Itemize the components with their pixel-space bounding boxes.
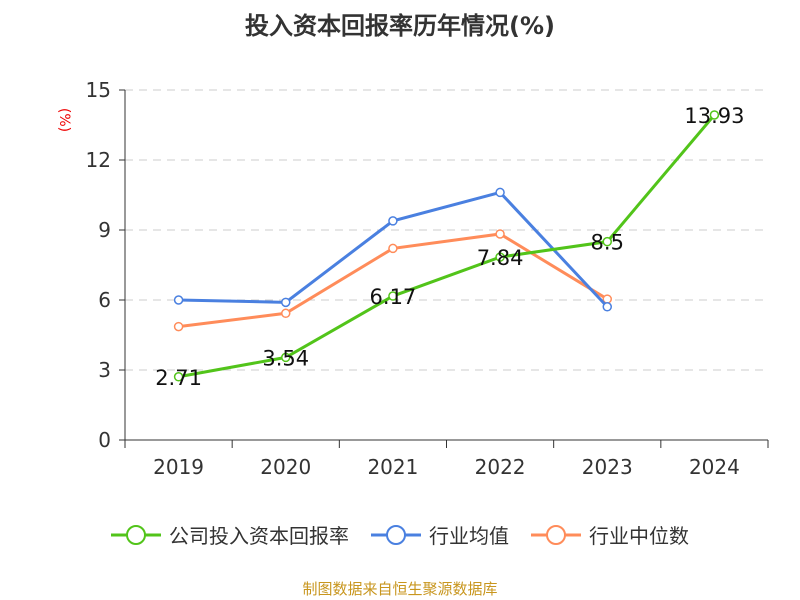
data-label: 13.93 — [684, 104, 744, 128]
data-point — [388, 243, 398, 254]
data-point — [388, 216, 398, 226]
data-point — [388, 291, 398, 301]
data-point — [709, 110, 720, 120]
series-line — [178, 113, 716, 379]
data-point — [495, 252, 505, 262]
y-tick-label: 6 — [98, 288, 111, 312]
y-tick-label: 12 — [86, 148, 111, 172]
x-tick-label: 2019 — [153, 455, 204, 479]
legend-item[interactable]: 公司投入资本回报率 — [111, 520, 349, 549]
data-point — [281, 297, 291, 308]
legend: 公司投入资本回报率 行业均值 行业中位数 — [0, 520, 800, 549]
data-point — [173, 295, 184, 305]
data-label: 8.5 — [591, 231, 624, 255]
chart-title: 投入资本回报率历年情况(%) — [245, 12, 555, 40]
data-point — [281, 352, 291, 363]
x-tick-label: 2021 — [367, 455, 418, 479]
legend-item[interactable]: 行业中位数 — [531, 520, 689, 549]
x-tick-label: 2023 — [582, 455, 633, 479]
legend-item[interactable]: 行业均值 — [371, 520, 509, 549]
y-tick-label: 9 — [98, 218, 111, 242]
y-tick-label: 3 — [98, 358, 111, 382]
y-tick-label: 15 — [86, 78, 111, 102]
legend-marker-icon — [371, 524, 421, 545]
x-tick-label: 2020 — [260, 455, 311, 479]
data-point — [173, 321, 184, 332]
x-tick-label: 2024 — [689, 455, 740, 479]
data-point — [281, 308, 291, 319]
data-label: 2.71 — [155, 366, 202, 390]
data-point — [602, 236, 612, 247]
data-label: 7.84 — [477, 246, 524, 270]
x-tick-label: 2022 — [475, 455, 526, 479]
data-point — [602, 302, 612, 312]
data-label: 3.54 — [262, 346, 309, 370]
y-tick-label: 0 — [98, 428, 111, 452]
legend-label: 公司投入资本回报率 — [169, 524, 349, 548]
data-point — [173, 372, 184, 382]
source-note: 制图数据来自恒生聚源数据库 — [302, 580, 498, 598]
data-point — [495, 187, 505, 198]
legend-marker-icon — [531, 524, 581, 545]
legend-marker-icon — [111, 524, 161, 545]
data-label: 6.17 — [370, 285, 417, 309]
legend-label: 行业中位数 — [589, 524, 689, 548]
data-point — [495, 229, 505, 239]
legend-label: 行业均值 — [429, 524, 509, 548]
